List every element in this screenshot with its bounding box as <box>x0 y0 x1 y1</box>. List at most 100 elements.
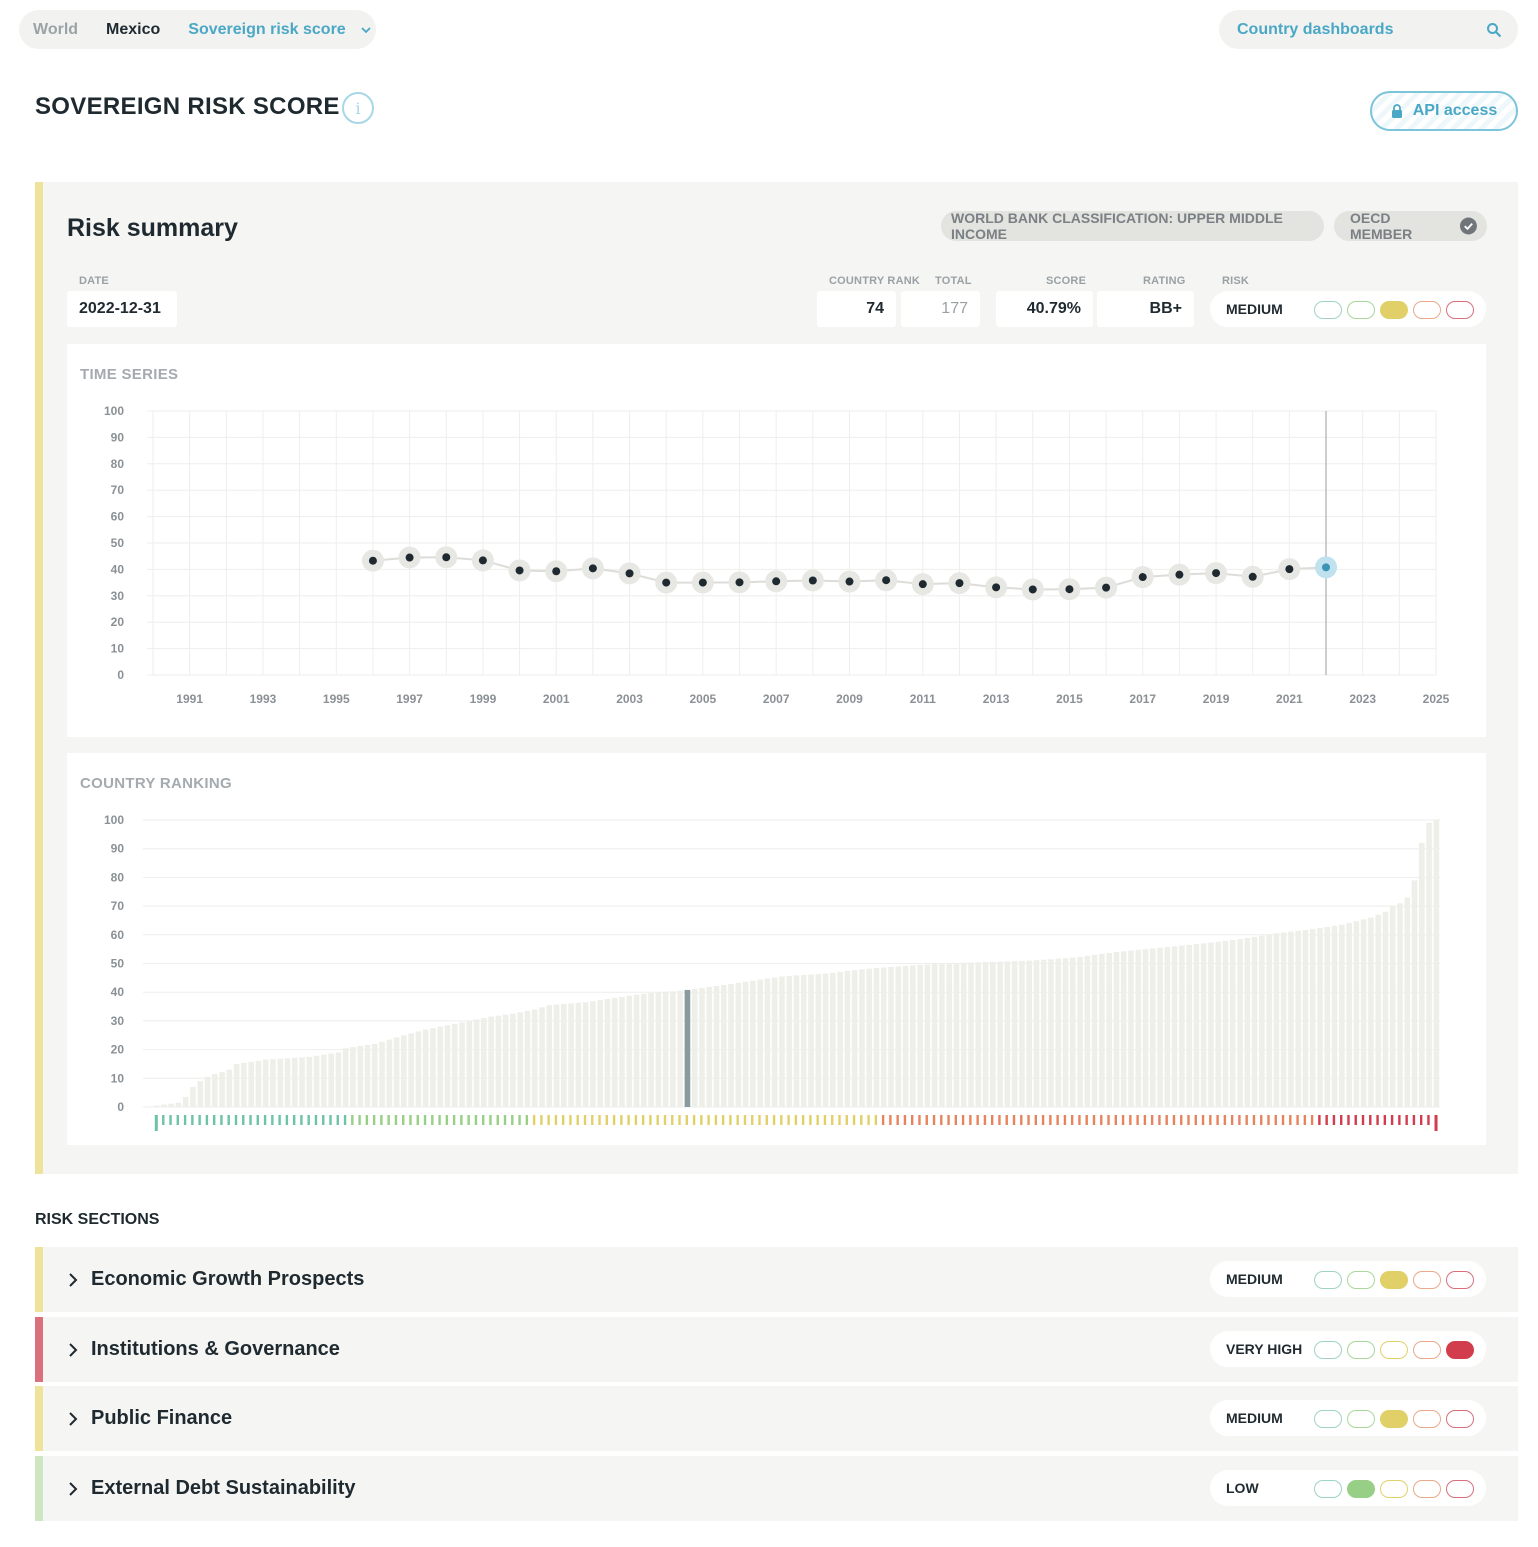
api-access-button[interactable]: API access <box>1370 91 1518 131</box>
bar <box>226 1069 233 1107</box>
x-tick-label: 2015 <box>1056 692 1083 706</box>
risk-band-tick <box>736 1115 739 1125</box>
risk-band-tick <box>496 1115 499 1125</box>
bar <box>1244 937 1251 1107</box>
risk-band-tick <box>198 1115 201 1125</box>
risk-dot-3 <box>1380 301 1408 319</box>
bar <box>1193 944 1200 1107</box>
risk-band-tick <box>343 1115 347 1125</box>
risk-band-tick <box>1020 1115 1023 1125</box>
bar <box>248 1061 254 1107</box>
bar <box>880 967 887 1107</box>
bar <box>1368 917 1374 1107</box>
bar <box>691 988 698 1107</box>
bar <box>430 1028 436 1107</box>
risk-band-tick <box>1129 1115 1132 1125</box>
risk-section-external-debt[interactable]: External Debt Sustainability LOW <box>35 1456 1518 1521</box>
bar <box>597 1000 604 1107</box>
risk-band-tick <box>540 1115 543 1125</box>
risk-band-tick <box>772 1115 776 1125</box>
risk-band-tick <box>838 1115 841 1125</box>
bar <box>350 1047 356 1107</box>
breadcrumb-country-link[interactable]: Mexico <box>106 20 161 38</box>
bar <box>1099 953 1105 1107</box>
risk-band-tick <box>278 1115 281 1125</box>
bar <box>1288 931 1294 1107</box>
risk-band-tick <box>801 1115 805 1125</box>
bar <box>1215 941 1222 1107</box>
bar <box>1106 952 1112 1107</box>
risk-band-tick <box>751 1115 754 1125</box>
bar <box>1113 952 1120 1107</box>
risk-band-tick <box>976 1115 979 1125</box>
risk-band-tick <box>1260 1115 1263 1125</box>
risk-band-tick <box>416 1115 419 1125</box>
risk-band-tick <box>823 1115 827 1125</box>
risk-band-tick <box>583 1115 587 1125</box>
breadcrumb: World Mexico Sovereign risk score <box>19 10 376 49</box>
risk-band-tick <box>525 1115 529 1125</box>
bar <box>1004 961 1011 1107</box>
risk-band-tick <box>169 1115 172 1125</box>
risk-dot-2 <box>1347 1480 1375 1498</box>
api-access-label: API access <box>1412 102 1498 119</box>
bar <box>401 1035 407 1107</box>
section-risk-label: MEDIUM <box>1226 1271 1283 1287</box>
risk-band-tick <box>394 1115 398 1125</box>
risk-band-tick <box>482 1115 485 1125</box>
risk-band-tick <box>1289 1115 1292 1125</box>
country-rank-label: COUNTRY RANK <box>829 275 921 287</box>
risk-band-tick <box>874 1115 878 1125</box>
x-tick-label: 2001 <box>543 692 570 706</box>
risk-band-tick <box>1216 1115 1219 1125</box>
bar <box>1280 932 1287 1107</box>
country-ranking-title: COUNTRY RANKING <box>80 775 233 792</box>
y-tick-label: 100 <box>104 404 124 418</box>
bar <box>364 1044 371 1107</box>
info-icon: i <box>355 98 361 118</box>
data-point <box>515 566 524 575</box>
risk-band-tick <box>554 1115 558 1125</box>
risk-band-tick <box>307 1115 310 1125</box>
risk-dot-5 <box>1446 1271 1474 1289</box>
bar <box>1120 951 1127 1107</box>
bar <box>182 1096 189 1107</box>
risk-band-tick <box>576 1115 579 1125</box>
bar <box>1055 958 1062 1107</box>
bar <box>510 1013 516 1107</box>
x-tick-label: 2025 <box>1423 692 1450 706</box>
risk-band-tick <box>860 1115 863 1125</box>
risk-dot-2 <box>1347 1410 1375 1428</box>
risk-band-tick <box>1143 1115 1147 1125</box>
risk-band-tick <box>1296 1115 1299 1125</box>
risk-band-tick <box>1078 1115 1081 1125</box>
bar <box>975 962 982 1107</box>
risk-section-economic-growth[interactable]: Economic Growth Prospects MEDIUM <box>35 1247 1518 1312</box>
risk-band-tick <box>445 1115 449 1125</box>
bar <box>473 1019 480 1107</box>
bar <box>815 974 822 1107</box>
info-button[interactable]: i <box>342 92 374 124</box>
bar <box>190 1086 196 1107</box>
bar <box>1179 945 1185 1107</box>
bar <box>422 1029 429 1107</box>
risk-section-institutions[interactable]: Institutions & Governance VERY HIGH <box>35 1317 1518 1382</box>
search-input[interactable] <box>1237 20 1467 39</box>
y-tick-label: 0 <box>117 1100 124 1114</box>
risk-section-public-finance[interactable]: Public Finance MEDIUM <box>35 1386 1518 1451</box>
risk-band-tick <box>612 1115 616 1125</box>
bar <box>640 993 647 1107</box>
search-icon[interactable] <box>1486 22 1502 38</box>
risk-band-tick <box>1041 1115 1045 1125</box>
risk-dot-3 <box>1380 1341 1408 1359</box>
bar <box>342 1048 349 1107</box>
risk-band-tick <box>460 1115 463 1125</box>
indicator-dropdown[interactable]: Sovereign risk score <box>188 21 371 39</box>
breadcrumb-world-link[interactable]: World <box>33 20 79 38</box>
bar <box>495 1015 502 1107</box>
x-tick-label: 1997 <box>396 692 423 706</box>
bar <box>321 1054 327 1107</box>
oecd-member-badge: OECD MEMBER <box>1334 210 1487 242</box>
lock-icon <box>1391 104 1402 118</box>
risk-band-tick <box>649 1115 652 1125</box>
